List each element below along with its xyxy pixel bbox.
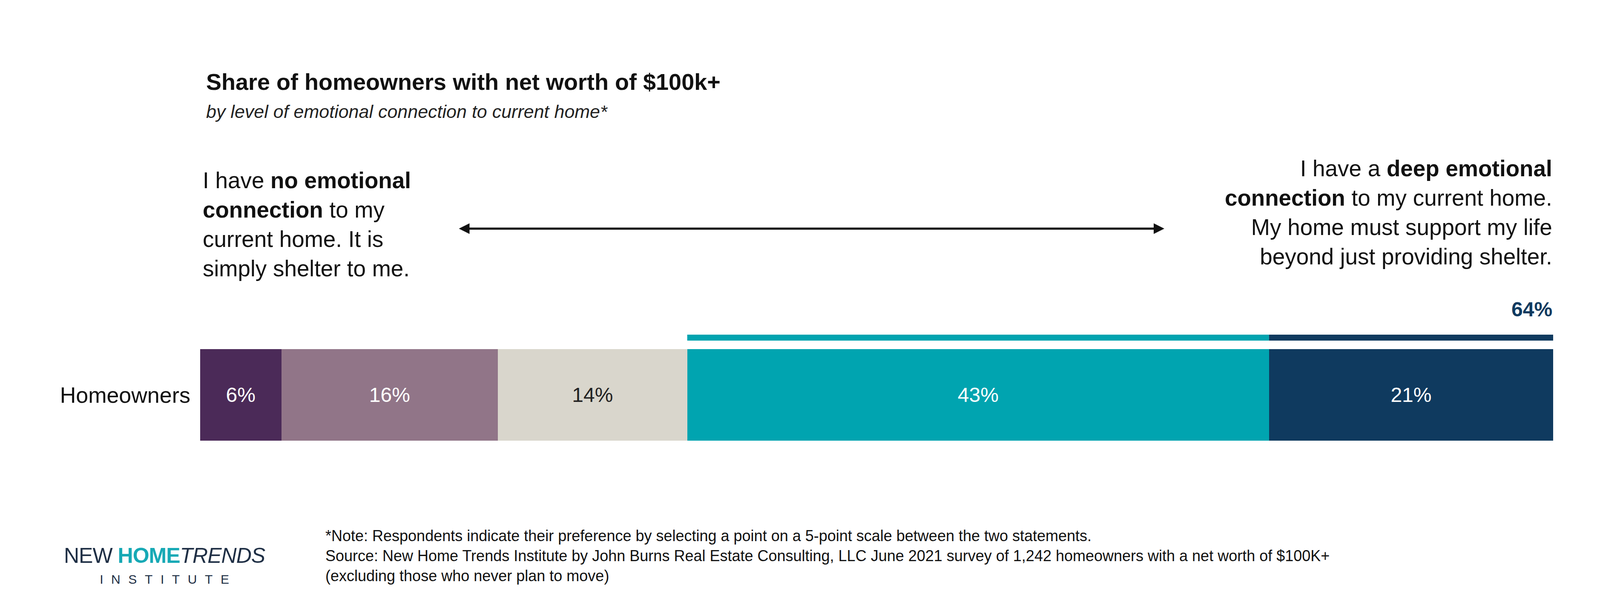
svg-text:I have no emotionalconnection: I have no emotionalconnection to mycurre… bbox=[202, 167, 411, 282]
svg-text:by level of emotional connecti: by level of emotional connection to curr… bbox=[206, 101, 608, 122]
svg-text:Homeowners: Homeowners bbox=[60, 382, 191, 408]
svg-text:21%: 21% bbox=[1390, 383, 1432, 407]
svg-text:*Note: Respondents indicate th: *Note: Respondents indicate their prefer… bbox=[325, 527, 1330, 585]
svg-text:6%: 6% bbox=[226, 383, 256, 407]
svg-text:43%: 43% bbox=[957, 383, 999, 407]
svg-text:64%: 64% bbox=[1511, 298, 1553, 321]
svg-text:Share of homeowners with net w: Share of homeowners with net worth of $1… bbox=[206, 68, 721, 95]
svg-text:16%: 16% bbox=[369, 383, 411, 407]
svg-text:14%: 14% bbox=[571, 383, 613, 407]
svg-text:I have a deep emotionalconnect: I have a deep emotionalconnection to my … bbox=[1224, 155, 1553, 270]
